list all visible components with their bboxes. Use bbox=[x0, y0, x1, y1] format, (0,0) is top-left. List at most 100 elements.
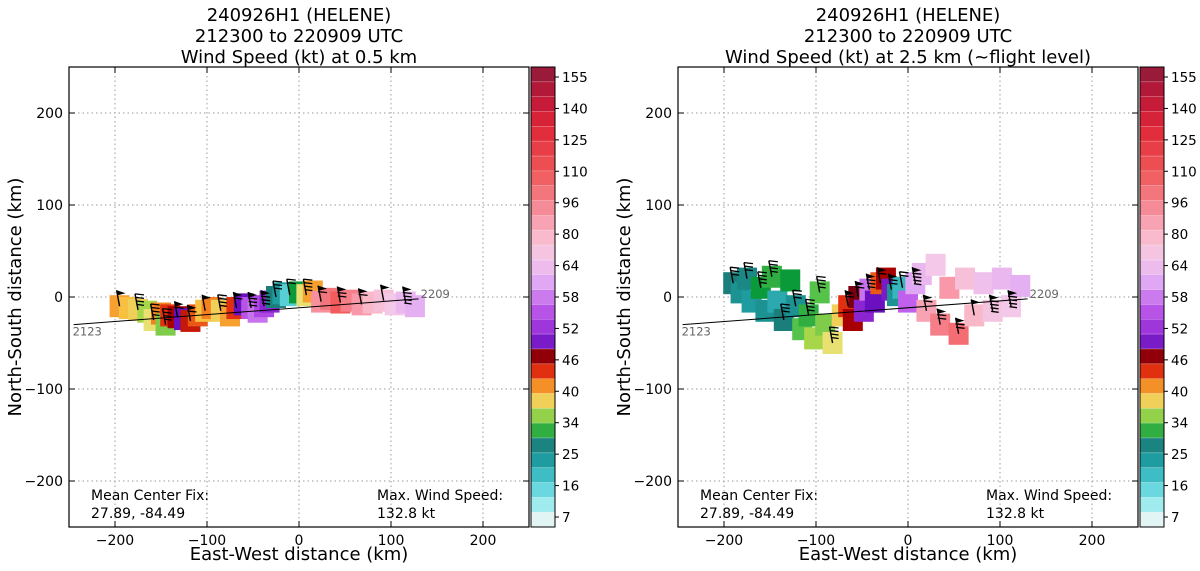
wind-barb bbox=[729, 266, 740, 284]
right-wind-swath bbox=[723, 253, 1031, 354]
wind-barb bbox=[743, 261, 754, 279]
x-tick-label: 0 bbox=[904, 533, 913, 549]
colorbar-segment bbox=[1140, 111, 1164, 127]
y-tick-label: 100 bbox=[645, 198, 672, 214]
right-title-line-3: Wind Speed (kt) at 2.5 km (~flight level… bbox=[725, 47, 1091, 68]
left-flight-track: 2123 2209 bbox=[73, 287, 450, 339]
colorbar-tick-label: 64 bbox=[1171, 259, 1188, 275]
left-x-axis-label: East-West distance (km) bbox=[190, 544, 409, 565]
colorbar-tick-label: 80 bbox=[562, 227, 579, 243]
colorbar-segment bbox=[1140, 215, 1164, 231]
swath-cell bbox=[1010, 274, 1031, 297]
wind-barb bbox=[876, 267, 887, 284]
wind-barb bbox=[804, 298, 815, 316]
colorbar-segment bbox=[531, 319, 555, 335]
y-tick-label: 0 bbox=[54, 290, 63, 306]
colorbar-segment bbox=[531, 393, 555, 409]
colorbar-segment bbox=[531, 274, 555, 290]
colorbar-segment bbox=[1140, 378, 1164, 394]
left-y-axis-label: North-South distance (km) bbox=[5, 178, 26, 417]
colorbar-tick-label: 16 bbox=[562, 479, 579, 495]
colorbar-tick-label: 46 bbox=[562, 353, 579, 369]
left-wind-barbs bbox=[115, 278, 412, 325]
swath-cell bbox=[955, 267, 976, 290]
colorbar-segment bbox=[531, 452, 555, 469]
wind-barb bbox=[936, 308, 947, 325]
right-y-ticks: −200 −100 0 100 200 bbox=[634, 106, 1138, 490]
colorbar-tick-label: 16 bbox=[1171, 479, 1188, 495]
left-max-wind-value: 132.8 kt bbox=[377, 506, 436, 522]
colorbar-segment bbox=[1140, 482, 1164, 498]
colorbar-tick-label: 46 bbox=[1171, 353, 1188, 369]
colorbar-tick-label: 58 bbox=[1171, 290, 1188, 306]
right-max-wind-label: Max. Wind Speed: bbox=[986, 488, 1112, 504]
colorbar-tick-label: 96 bbox=[1171, 196, 1188, 212]
wind-barb bbox=[768, 260, 778, 277]
colorbar-tick-label: 125 bbox=[1171, 133, 1197, 149]
colorbar-segment bbox=[1140, 363, 1164, 380]
swath-cell bbox=[925, 253, 946, 276]
swath-cell bbox=[973, 272, 994, 295]
wind-barb bbox=[844, 290, 855, 307]
colorbar-segment bbox=[1140, 141, 1164, 157]
wind-barb bbox=[173, 301, 184, 318]
colorbar-tick-label: 40 bbox=[1171, 384, 1188, 400]
colorbar-tick-label: 25 bbox=[562, 447, 579, 463]
wind-barb bbox=[134, 293, 145, 311]
track-line bbox=[73, 298, 419, 326]
colorbar-segment bbox=[531, 408, 555, 424]
y-tick-label: −100 bbox=[634, 382, 672, 398]
colorbar-tick-label: 80 bbox=[1171, 227, 1188, 243]
colorbar-segment bbox=[1140, 408, 1164, 424]
colorbar-tick-label: 155 bbox=[1171, 70, 1197, 86]
colorbar-tick-label: 52 bbox=[562, 321, 579, 337]
colorbar-segment bbox=[531, 497, 555, 513]
colorbar-segment bbox=[1140, 81, 1164, 98]
left-grid bbox=[69, 67, 529, 527]
wind-barb bbox=[898, 271, 909, 288]
colorbar-segment bbox=[1140, 245, 1164, 261]
colorbar-segment bbox=[531, 230, 555, 246]
wind-barb bbox=[232, 291, 243, 309]
wind-barb bbox=[317, 285, 328, 302]
colorbar-segment bbox=[531, 259, 555, 276]
left-title-line-2: 212300 to 220909 UTC bbox=[195, 26, 403, 47]
wind-barb bbox=[911, 267, 922, 286]
colorbar-segment bbox=[531, 245, 555, 261]
colorbar-segment bbox=[531, 170, 555, 187]
colorbar-tick-label: 140 bbox=[562, 101, 588, 117]
colorbar-segment bbox=[1140, 185, 1164, 201]
x-tick-label: 0 bbox=[295, 533, 304, 549]
left-mean-center-fix-label: Mean Center Fix: bbox=[91, 488, 209, 504]
wind-barb bbox=[161, 307, 172, 325]
colorbar-tick-label: 125 bbox=[562, 133, 588, 149]
colorbar-tick-label: 7 bbox=[562, 510, 571, 526]
colorbar-segment bbox=[531, 126, 555, 142]
colorbar-segment bbox=[531, 467, 555, 483]
wind-barb bbox=[260, 290, 271, 307]
colorbar-segment bbox=[531, 200, 555, 216]
right-x-ticks: −200 −100 0 100 200 bbox=[705, 67, 1105, 549]
wind-barb bbox=[887, 273, 898, 290]
colorbar-tick-label: 140 bbox=[1171, 101, 1197, 117]
right-panel: 240926H1 (HELENE) 212300 to 220909 UTC W… bbox=[614, 5, 1197, 565]
colorbar-segment bbox=[1140, 200, 1164, 216]
left-title-line-3: Wind Speed (kt) at 0.5 km bbox=[181, 47, 417, 68]
wind-barb bbox=[379, 284, 390, 301]
right-y-axis-label: North-South distance (km) bbox=[614, 178, 635, 417]
swath-cell bbox=[991, 267, 1012, 290]
left-title-line-1: 240926H1 (HELENE) bbox=[207, 5, 392, 26]
y-tick-label: 200 bbox=[645, 106, 672, 122]
track-line bbox=[682, 298, 1028, 326]
swath-cell bbox=[780, 269, 801, 292]
colorbar-segment bbox=[531, 185, 555, 201]
wind-barb bbox=[922, 294, 933, 311]
right-colorbar: 155 140 125 110 96 80 64 58 52 46 40 34 25 16 7 bbox=[1139, 66, 1197, 528]
wind-barb bbox=[272, 280, 283, 298]
colorbar-segment bbox=[531, 512, 555, 528]
right-wind-barbs bbox=[729, 260, 1018, 344]
x-tick-label: −200 bbox=[96, 533, 134, 549]
left-max-wind-label: Max. Wind Speed: bbox=[377, 488, 503, 504]
colorbar-segment bbox=[531, 363, 555, 380]
colorbar-tick-label: 64 bbox=[562, 259, 579, 275]
